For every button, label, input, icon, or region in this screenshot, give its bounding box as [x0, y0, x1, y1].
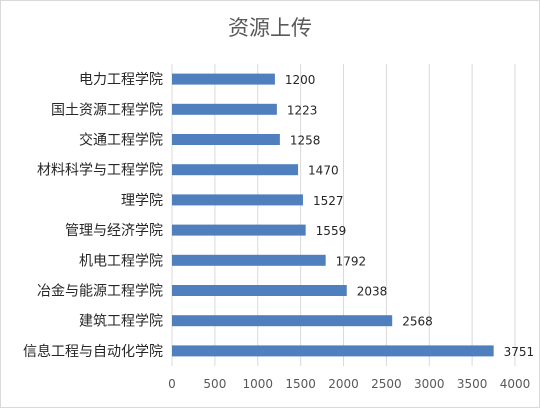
data-label: 1223	[287, 103, 318, 117]
category-label: 国土资源工程学院	[51, 102, 163, 118]
data-label: 3751	[504, 345, 535, 359]
data-label: 1559	[316, 224, 347, 238]
x-tick-label: 4000	[500, 377, 531, 391]
category-label: 建筑工程学院	[79, 314, 163, 330]
data-label: 1200	[285, 73, 316, 87]
bar	[172, 315, 393, 327]
category-label: 机电工程学院	[79, 253, 163, 269]
bar	[172, 285, 347, 296]
bar	[172, 103, 277, 115]
category-label: 材料科学与工程学院	[37, 163, 163, 179]
x-tick-label: 1000	[242, 377, 273, 391]
category-label: 冶金与能源工程学院	[37, 284, 163, 300]
x-tick-label: 3500	[457, 377, 488, 391]
data-label: 2038	[357, 285, 388, 299]
bar	[172, 73, 275, 85]
bar	[172, 345, 494, 357]
x-tick-label: 1500	[285, 377, 316, 391]
category-label: 交通工程学院	[79, 132, 163, 149]
bar	[172, 134, 280, 145]
x-tick-label: 0	[168, 377, 176, 391]
x-tick-label: 2500	[371, 377, 402, 391]
data-label: 1258	[290, 134, 321, 148]
x-tick-label: 500	[203, 377, 226, 391]
bar	[172, 224, 306, 236]
bar	[172, 194, 303, 206]
data-label: 1792	[336, 254, 367, 268]
x-tick-label: 3000	[414, 377, 445, 391]
data-label: 1470	[308, 164, 339, 178]
category-label: 管理与经济学院	[65, 223, 163, 239]
category-label: 电力工程学院	[79, 72, 163, 88]
bar	[172, 164, 299, 176]
category-label: 信息工程与自动化学院	[23, 343, 163, 360]
bar	[172, 254, 326, 266]
data-label: 1527	[313, 194, 344, 208]
data-label: 2568	[402, 315, 433, 329]
category-label: 理学院	[121, 193, 163, 209]
x-tick-label: 2000	[328, 377, 359, 391]
chart-title: 资源上传	[228, 16, 312, 40]
